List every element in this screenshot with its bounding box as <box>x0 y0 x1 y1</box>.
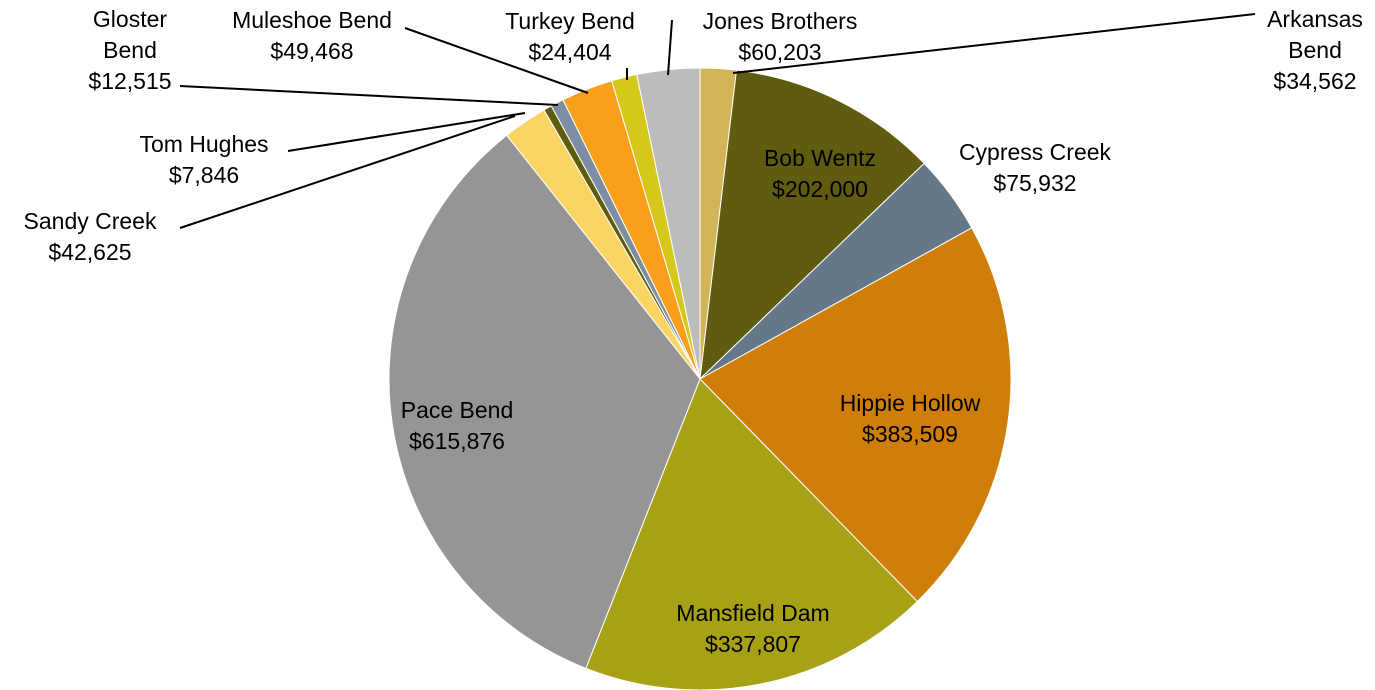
slice-label-pace-bend: Pace Bend $615,876 <box>401 397 514 454</box>
pie-slice-mansfield-dam <box>585 378 919 690</box>
pie-slice-hippie-hollow <box>699 227 1012 603</box>
pie-slices <box>388 67 1012 690</box>
slice-label-jones-brothers: Jones Brothers $60,203 <box>703 8 858 65</box>
slice-labels: Arkansas Bend $34,562 Bob Wentz $202,000 Cypr… <box>24 6 1363 657</box>
slice-label-hippie-hollow: Hippie Hollow $383,509 <box>840 390 981 447</box>
leader-line-arkansas-bend <box>732 13 1256 74</box>
leader-line-jones-brothers <box>667 19 673 76</box>
slice-label-cypress-creek: Cypress Creek $75,932 <box>959 139 1112 196</box>
slice-label-gloster-bend: Gloster Bend $12,515 <box>88 6 171 94</box>
leader-line-tom-hughes <box>287 112 526 152</box>
pie-slice-bob-wentz <box>699 69 925 381</box>
leader-line-sandy-creek <box>179 115 516 229</box>
slice-label-mansfield-dam: Mansfield Dam $337,807 <box>676 600 829 657</box>
slice-label-bob-wentz: Bob Wentz $202,000 <box>764 145 876 202</box>
leader-line-gloster-bend <box>179 85 559 106</box>
pie-slice-pace-bend <box>388 134 701 669</box>
slice-label-turkey-bend: Turkey Bend $24,404 <box>505 8 635 65</box>
leader-lines <box>179 13 1256 229</box>
slice-label-arkansas-bend: Arkansas Bend $34,562 <box>1267 6 1363 94</box>
leader-line-muleshoe-bend <box>404 27 589 94</box>
slice-label-muleshoe-bend: Muleshoe Bend $49,468 <box>232 7 392 64</box>
slice-label-tom-hughes: Tom Hughes $7,846 <box>139 131 268 188</box>
slice-label-sandy-creek: Sandy Creek $42,625 <box>24 208 157 265</box>
